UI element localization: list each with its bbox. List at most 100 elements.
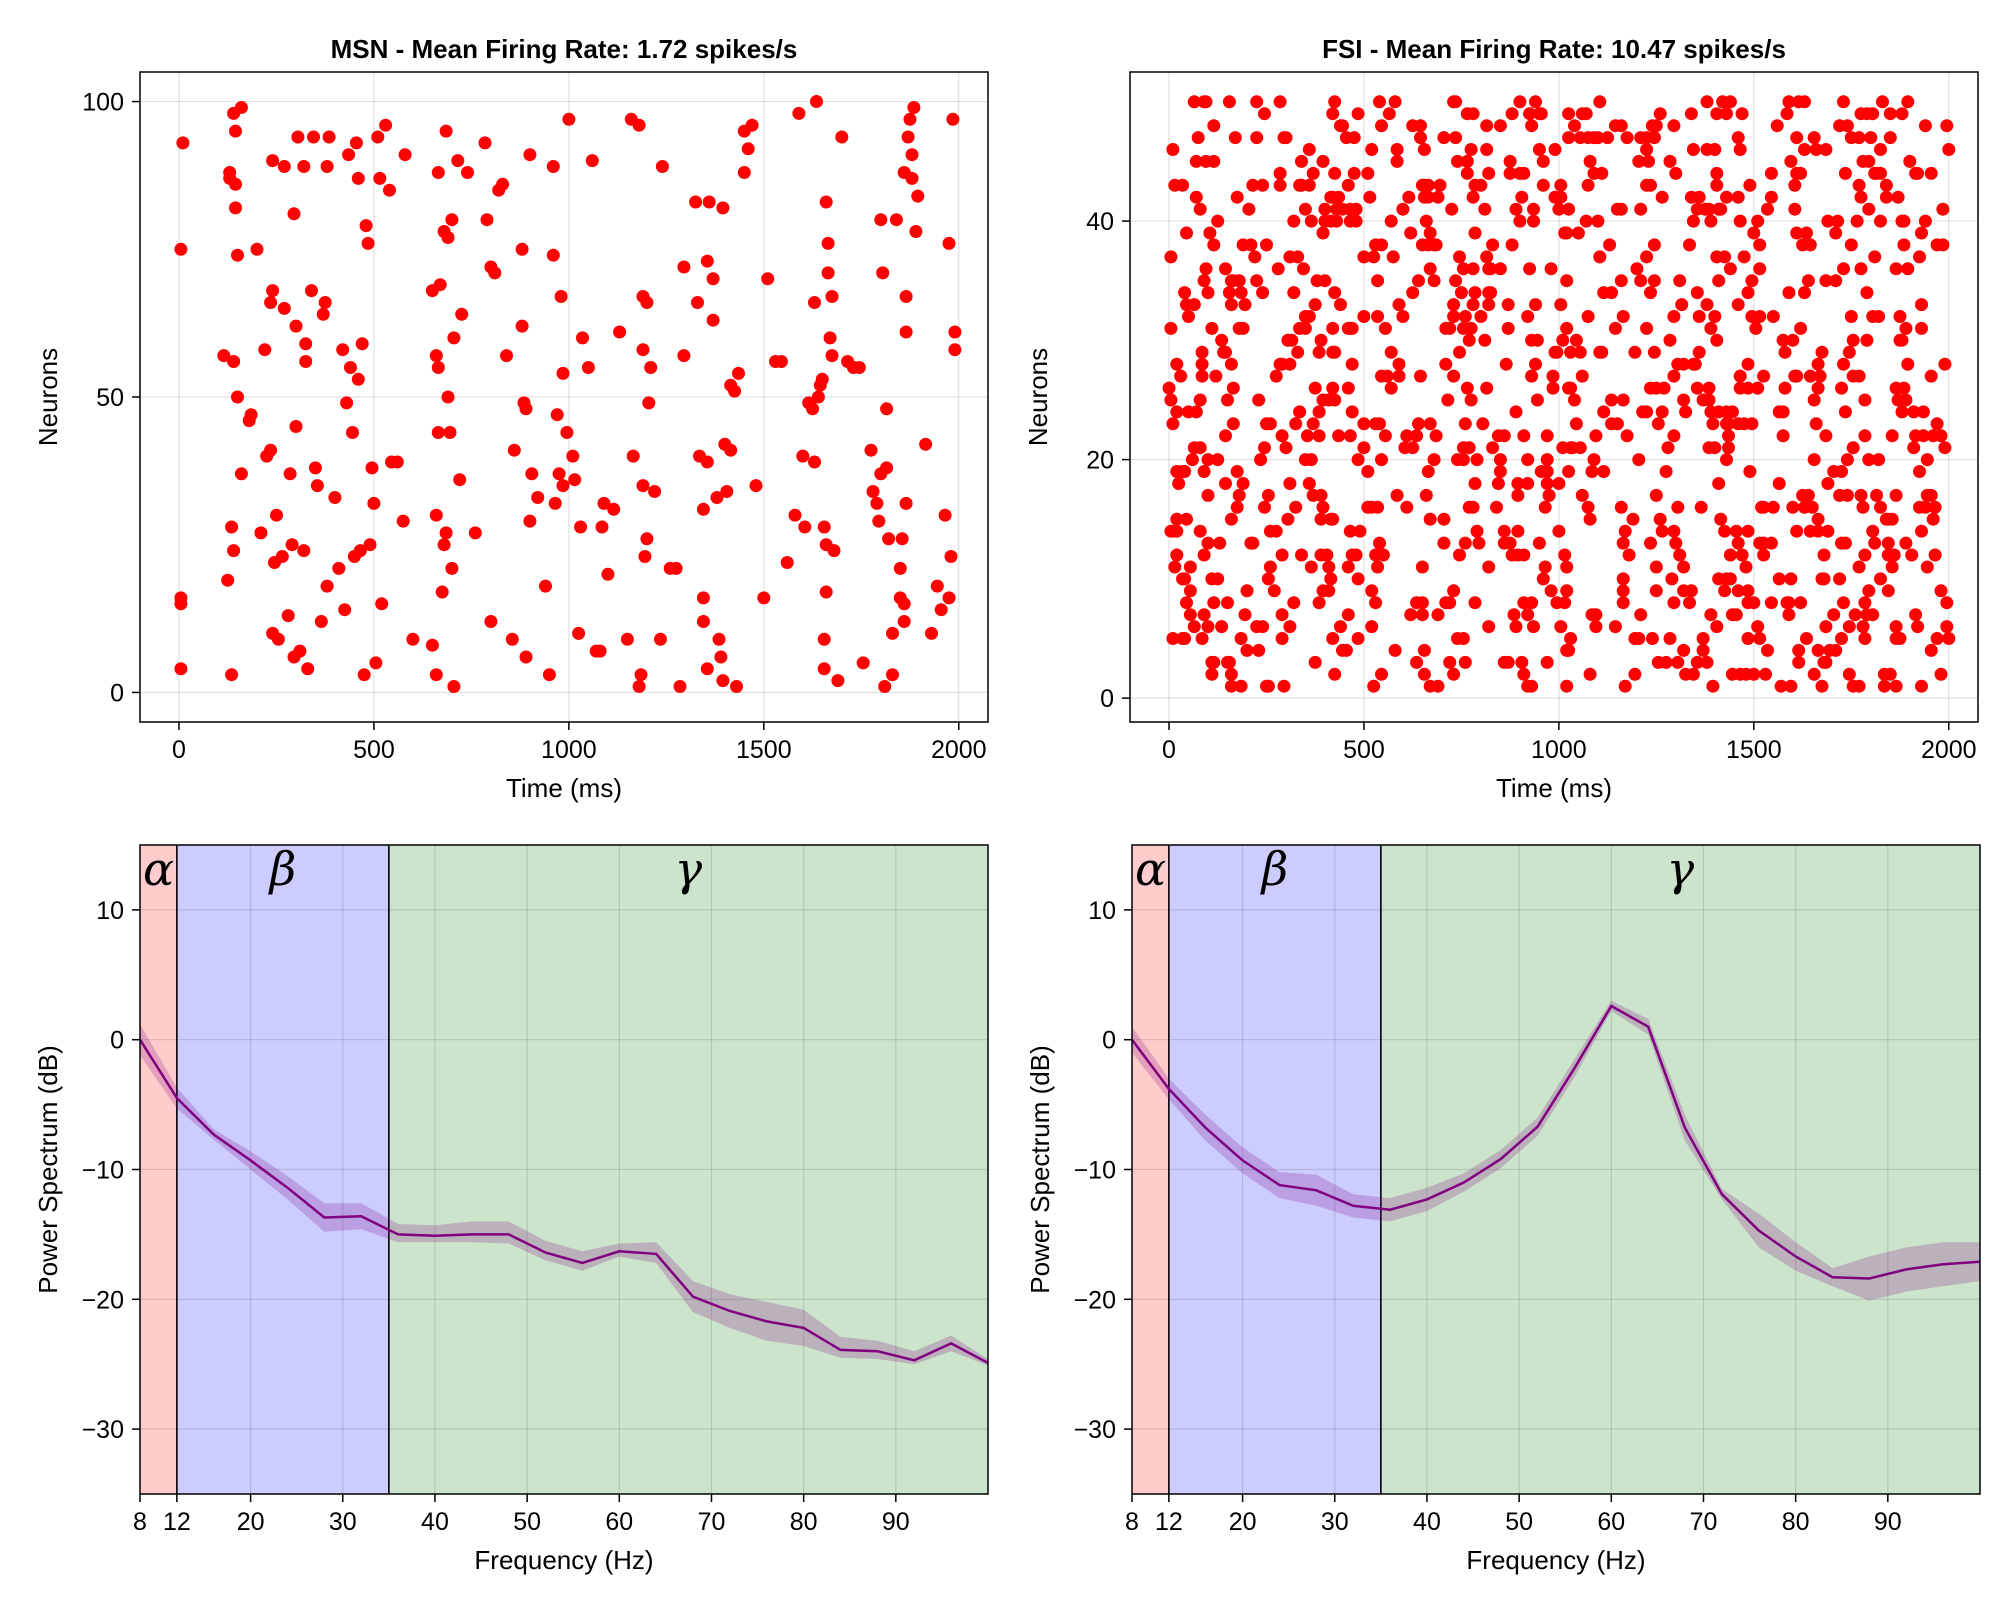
spike-point bbox=[1614, 500, 1628, 514]
spike-point bbox=[1632, 453, 1646, 467]
spike-point bbox=[1800, 226, 1813, 240]
spike-point bbox=[1741, 524, 1755, 538]
spike-point bbox=[1634, 202, 1648, 216]
spike-point bbox=[396, 514, 410, 528]
spike-point bbox=[1297, 262, 1310, 276]
spike-point bbox=[437, 538, 451, 552]
spike-point bbox=[919, 437, 933, 451]
spike-point bbox=[909, 225, 923, 238]
spike-point bbox=[1608, 620, 1622, 634]
spike-point bbox=[1289, 500, 1303, 514]
x-tick-label: 8 bbox=[1125, 1508, 1139, 1536]
spike-point bbox=[1199, 154, 1213, 168]
spike-point bbox=[1503, 154, 1517, 168]
spike-point bbox=[1794, 321, 1808, 335]
spike-point bbox=[1332, 429, 1346, 443]
spike-point bbox=[1209, 369, 1223, 383]
spike-point bbox=[1273, 95, 1287, 109]
y-tick-label: −30 bbox=[82, 1416, 124, 1444]
spike-point bbox=[1573, 131, 1587, 145]
spike-point bbox=[1458, 536, 1472, 550]
spike-point bbox=[1384, 214, 1398, 228]
spike-point bbox=[934, 603, 948, 617]
spike-point bbox=[1722, 417, 1735, 431]
spike-point bbox=[556, 366, 570, 380]
spike-point bbox=[905, 148, 919, 162]
spike-point bbox=[523, 514, 537, 528]
spike-point bbox=[1579, 107, 1593, 121]
spike-point bbox=[359, 219, 373, 233]
spike-point bbox=[946, 112, 960, 126]
spike-point bbox=[1916, 405, 1930, 419]
spike-point bbox=[1417, 143, 1431, 156]
spike-point bbox=[1786, 333, 1800, 347]
spike-point bbox=[899, 290, 913, 303]
spike-point bbox=[1263, 560, 1277, 574]
spike-point bbox=[642, 396, 656, 410]
spike-point bbox=[1213, 536, 1227, 550]
spike-point bbox=[1854, 262, 1868, 276]
power-line bbox=[140, 1039, 988, 1365]
spike-point bbox=[365, 461, 379, 475]
spike-point bbox=[1328, 345, 1342, 359]
msn-raster-plot: 0 500 1000 1500 2000 0 50 100 MSN - Mean Firing … bbox=[33, 34, 989, 803]
spike-point bbox=[1782, 95, 1796, 109]
spike-point bbox=[1497, 429, 1511, 443]
msn-power-spectrum-plot: α β γ 8 12 20 30 40 50 60 70 80 90 −30 −20 −10 0 10 Freque… bbox=[33, 842, 989, 1575]
spike-point bbox=[351, 372, 365, 386]
spike-point bbox=[1178, 572, 1192, 586]
spike-point bbox=[1562, 107, 1576, 121]
spike-point bbox=[706, 272, 720, 286]
spike-point bbox=[1447, 584, 1461, 598]
spike-point bbox=[626, 449, 640, 463]
spike-point bbox=[1815, 679, 1829, 693]
spike-point bbox=[1782, 286, 1796, 300]
spike-point bbox=[1581, 500, 1595, 514]
spike-point bbox=[1552, 202, 1566, 216]
spike-point bbox=[566, 449, 580, 463]
spike-point bbox=[1322, 584, 1336, 598]
spike-point bbox=[1897, 238, 1911, 252]
spike-point bbox=[1513, 95, 1527, 109]
spike-point bbox=[1630, 262, 1644, 276]
frequency-bands bbox=[140, 845, 988, 1494]
spike-point bbox=[595, 520, 609, 534]
spike-point bbox=[1195, 357, 1209, 371]
spike-point bbox=[344, 361, 357, 374]
spike-point bbox=[1318, 202, 1332, 216]
spike-point bbox=[1511, 477, 1525, 490]
spike-point bbox=[250, 242, 264, 256]
spike-point bbox=[1316, 393, 1330, 407]
spike-point bbox=[406, 632, 420, 646]
spike-point bbox=[1733, 369, 1747, 383]
spike-point bbox=[574, 520, 588, 534]
spike-point bbox=[1817, 548, 1831, 562]
spike-point bbox=[1423, 679, 1437, 693]
spike-point bbox=[1891, 393, 1905, 407]
y-tick-label: −10 bbox=[1074, 1157, 1116, 1185]
spike-point bbox=[1456, 632, 1470, 645]
spike-point bbox=[1722, 429, 1735, 443]
spike-point bbox=[1753, 238, 1767, 252]
spike-point bbox=[1700, 655, 1714, 669]
spike-point bbox=[1458, 655, 1472, 669]
spike-point bbox=[310, 479, 324, 493]
spike-point bbox=[899, 496, 913, 510]
spike-point bbox=[815, 372, 829, 386]
spike-point bbox=[1671, 500, 1685, 514]
spike-point bbox=[700, 254, 714, 268]
spike-point bbox=[1222, 95, 1236, 109]
spike-point bbox=[1341, 381, 1355, 395]
spike-point bbox=[1466, 298, 1480, 312]
spike-point bbox=[1254, 453, 1268, 467]
spike-point bbox=[1840, 488, 1854, 502]
spike-point bbox=[1304, 560, 1318, 574]
spike-point bbox=[451, 154, 465, 168]
spike-point bbox=[1302, 143, 1316, 156]
spike-point bbox=[1608, 321, 1622, 335]
spike-point bbox=[1197, 608, 1211, 622]
x-axis-label: Time (ms) bbox=[1496, 773, 1612, 803]
spike-point bbox=[1854, 488, 1868, 502]
spike-point bbox=[691, 296, 704, 309]
spike-point bbox=[1302, 477, 1316, 490]
